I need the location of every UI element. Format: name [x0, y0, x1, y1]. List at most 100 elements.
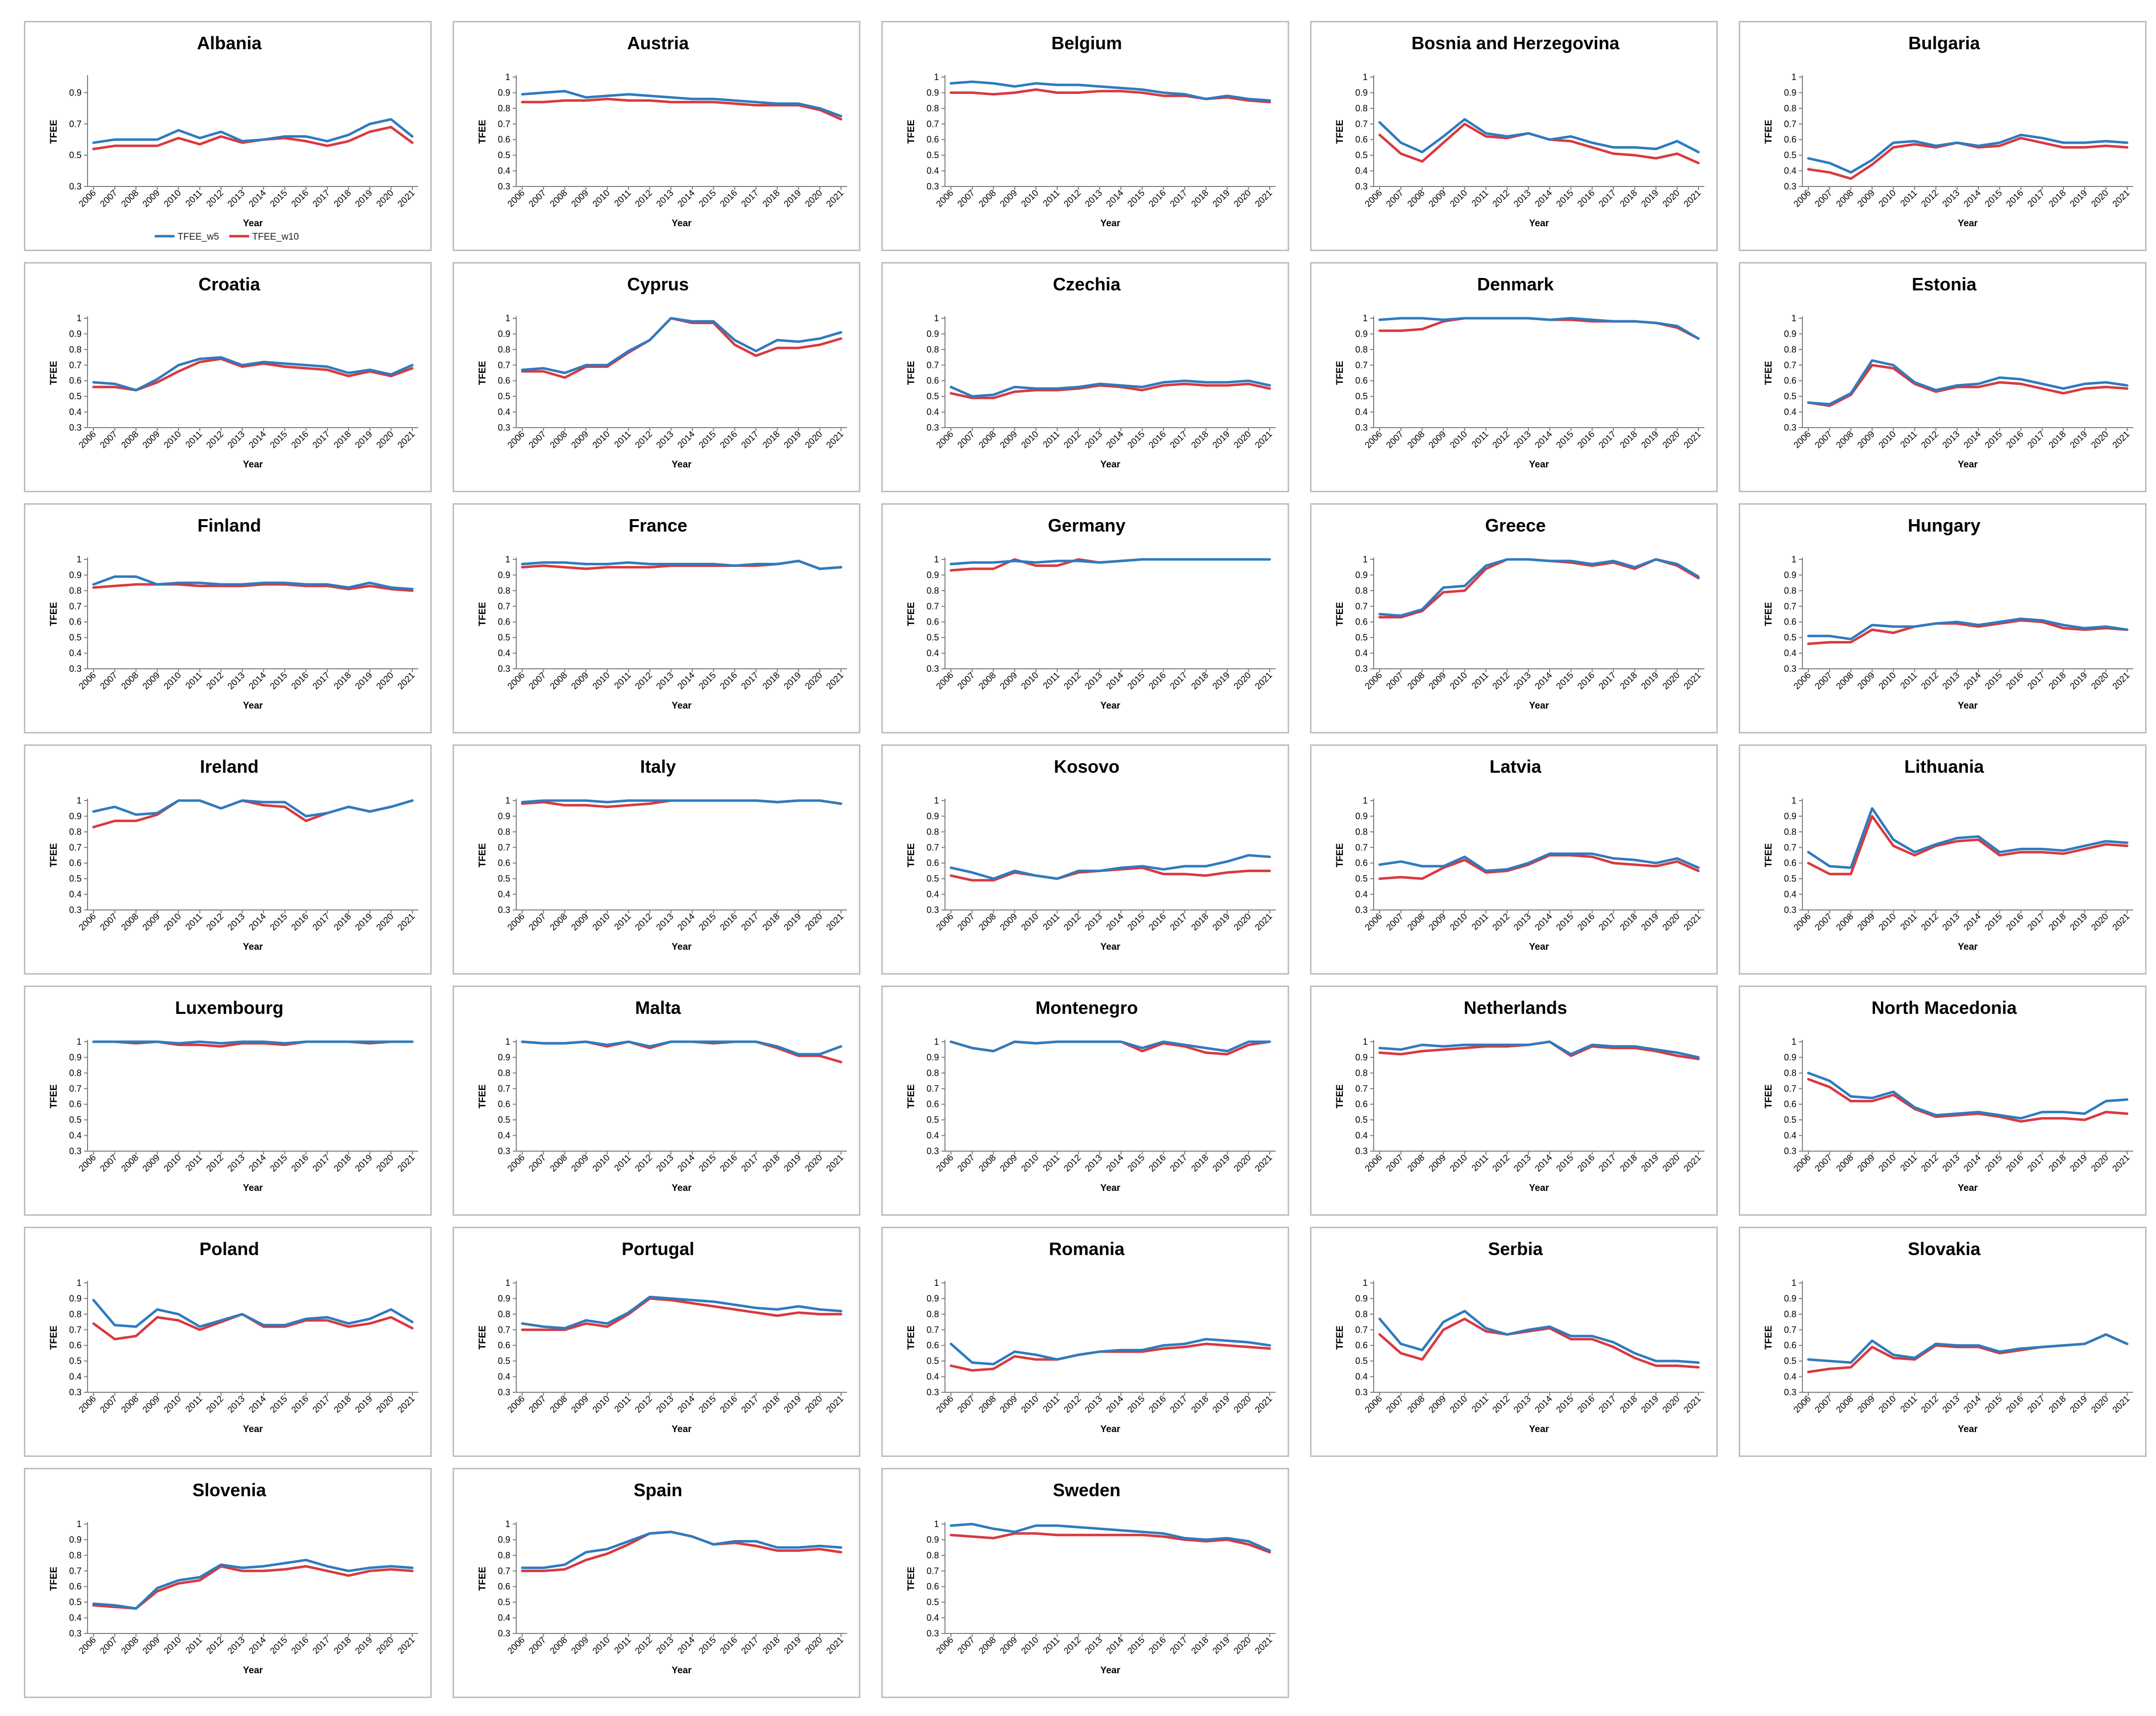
x-tick-label: 2009 [1856, 188, 1876, 209]
y-tick-label: 0.8 [498, 103, 510, 113]
x-tick-label: 2021 [395, 670, 416, 691]
x-tick-label: 2014 [1104, 1153, 1125, 1174]
x-tick-label: 2013 [1512, 670, 1533, 691]
y-tick-label: 0.3 [69, 1628, 82, 1638]
chart-panel: Estonia 0.3 0.4 0.5 0.6 0.7 0.8 0.9 1 2006 2007 200… [1739, 262, 2147, 492]
y-tick-label: 0.7 [498, 842, 510, 852]
x-tick-label: 2020 [375, 911, 395, 932]
x-tick-label: 2018 [760, 188, 781, 209]
x-tick-label: 2011 [612, 1394, 633, 1415]
y-tick-label: 0.7 [498, 601, 510, 611]
y-tick-label: 0.7 [1355, 360, 1368, 370]
series-line-tfee-w5 [949, 854, 1271, 880]
x-tick-label: 2019 [1211, 188, 1231, 209]
x-tick-label: 2013 [1512, 1394, 1533, 1415]
y-tick-label: 0.5 [927, 1115, 939, 1125]
x-axis-label: Year [1100, 701, 1121, 711]
series-line-tfee-w10 [1807, 1333, 2129, 1373]
x-tick-label: 2015 [268, 670, 289, 691]
x-tick-label: 2018 [760, 1635, 781, 1656]
x-tick-label: 2017 [1596, 1153, 1617, 1174]
x-tick-label: 2010 [1019, 1153, 1040, 1174]
series-line-tfee-w10 [1807, 363, 2129, 407]
x-tick-label: 2017 [1168, 1394, 1189, 1415]
y-tick-label: 0.8 [1784, 586, 1796, 596]
x-tick-label: 2021 [1253, 670, 1274, 691]
y-axis-label: TFEE [1335, 843, 1345, 868]
y-tick-label: 1 [1791, 313, 1796, 323]
y-axis-label: TFEE [906, 602, 917, 627]
series-line-tfee-w5 [949, 1338, 1271, 1365]
x-tick-label: 2014 [1962, 911, 1982, 932]
x-tick-label: 2008 [1834, 1394, 1855, 1415]
x-tick-label: 2012 [1491, 188, 1511, 209]
y-tick-label: 0.5 [1355, 1115, 1368, 1125]
chart-panel: Malta 0.3 0.4 0.5 0.6 0.7 0.8 0.9 1 2006 2007 2008 2… [453, 986, 860, 1216]
x-tick-label: 2020 [2089, 911, 2110, 932]
x-tick-label: 2015 [697, 188, 718, 209]
x-tick-label: 2010 [590, 1153, 611, 1174]
x-tick-label: 2013 [655, 670, 675, 691]
y-tick-label: 0.7 [927, 1566, 939, 1576]
x-tick-label: 2021 [2110, 188, 2131, 209]
y-tick-label: 0.6 [1784, 135, 1796, 145]
y-axis-label: TFEE [49, 1084, 59, 1109]
y-tick-label: 0.9 [1355, 329, 1368, 339]
y-tick-label: 0.6 [927, 617, 939, 627]
x-tick-label: 2009 [569, 1153, 590, 1174]
y-tick-label: 0.7 [69, 1325, 82, 1335]
chart-title: Greece [1485, 515, 1546, 536]
x-tick-label: 2014 [247, 911, 268, 932]
x-tick-label: 2008 [1406, 911, 1426, 932]
x-tick-label: 2008 [1406, 1153, 1426, 1174]
y-tick-label: 0.4 [927, 1372, 939, 1382]
x-tick-label: 2014 [1533, 429, 1554, 450]
x-tick-label: 2017 [310, 911, 331, 932]
chart-panel: Croatia 0.3 0.4 0.5 0.6 0.7 0.8 0.9 1 2006 2007 200… [24, 262, 432, 492]
y-tick-label: 1 [934, 1278, 939, 1288]
x-tick-label: 2018 [1618, 188, 1639, 209]
x-tick-label: 2011 [1470, 429, 1491, 450]
chart-title: Portugal [622, 1239, 694, 1259]
series-line-tfee-w5 [92, 799, 414, 817]
chart-panel: Finland 0.3 0.4 0.5 0.6 0.7 0.8 0.9 1 2006 2007 200… [24, 503, 432, 733]
x-tick-label: 2015 [1983, 1394, 2004, 1415]
x-tick-label: 2013 [1083, 1153, 1104, 1174]
y-axis-label: TFEE [906, 1326, 917, 1350]
x-axis-label: Year [243, 459, 263, 470]
y-axis-label: TFEE [1764, 843, 1774, 868]
x-tick-label: 2011 [1470, 1394, 1491, 1415]
line-chart: North Macedonia 0.3 0.4 0.5 0.6 0.7 0.8 0.9 1 200… [1764, 997, 2133, 1193]
y-tick-label: 0.7 [927, 601, 939, 611]
x-tick-label: 2007 [955, 670, 976, 691]
y-tick-label: 0.4 [498, 1613, 510, 1623]
x-tick-label: 2013 [655, 188, 675, 209]
x-tick-label: 2016 [1147, 911, 1168, 932]
x-tick-label: 2020 [803, 429, 824, 450]
x-tick-label: 2018 [1189, 429, 1210, 450]
series-line-tfee-w5 [1807, 133, 2129, 174]
series-line-tfee-w5 [92, 575, 414, 591]
x-tick-label: 2017 [739, 188, 760, 209]
y-tick-label: 0.3 [1784, 181, 1796, 191]
chart-title: Cyprus [627, 274, 689, 294]
series-line-tfee-w10 [1378, 558, 1700, 619]
x-axis-label: Year [1100, 218, 1121, 229]
series-line-tfee-w10 [521, 317, 843, 379]
chart-panel: Germany 0.3 0.4 0.5 0.6 0.7 0.8 0.9 1 2006 2007 200… [881, 503, 1289, 733]
chart-panel: Slovakia 0.3 0.4 0.5 0.6 0.7 0.8 0.9 1 2006 2007 20… [1739, 1227, 2147, 1457]
x-axis-label: Year [1100, 1424, 1121, 1435]
x-tick-label: 2012 [1062, 911, 1083, 932]
x-tick-label: 2012 [1062, 1394, 1083, 1415]
x-tick-label: 2020 [1232, 911, 1253, 932]
chart-title: Ireland [200, 756, 259, 777]
x-tick-label: 2015 [1125, 911, 1146, 932]
x-tick-label: 2018 [1189, 670, 1210, 691]
y-tick-label: 0.9 [1784, 570, 1796, 580]
x-tick-label: 2020 [375, 670, 395, 691]
series-line-tfee-w10 [521, 1531, 843, 1572]
y-tick-label: 0.3 [1784, 1387, 1796, 1397]
